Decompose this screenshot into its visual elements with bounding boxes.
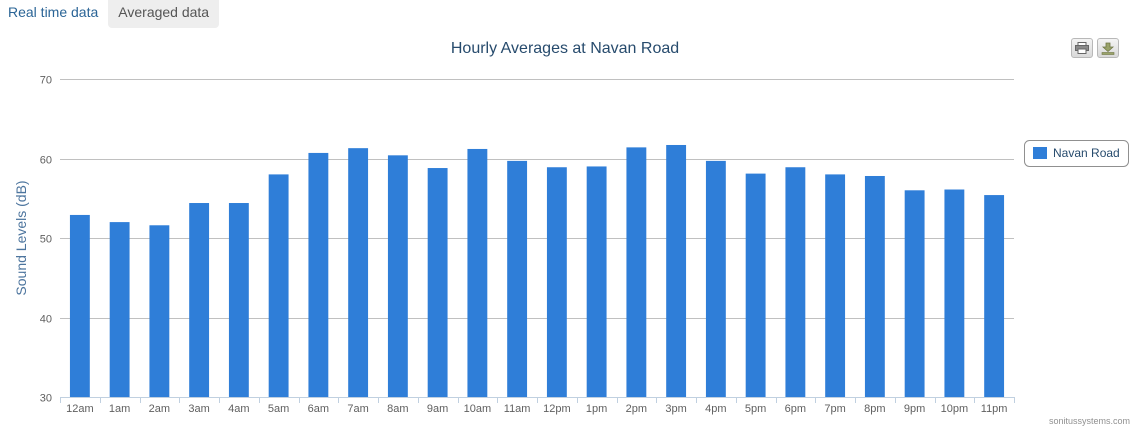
x-tick-label: 5pm (745, 403, 766, 415)
y-axis-title: Sound Levels (dB) (13, 180, 29, 295)
bar-4pm (705, 160, 726, 397)
bar-10am (467, 148, 488, 397)
y-tick-label: 50 (40, 234, 52, 246)
chart-title: Hourly Averages at Navan Road (451, 40, 679, 57)
x-tick-label: 11am (504, 403, 531, 415)
legend-swatch (1033, 147, 1047, 159)
bar-5pm (745, 173, 766, 397)
x-tick-label: 3pm (665, 403, 686, 415)
bar-1pm (586, 166, 607, 397)
print-chart-button[interactable] (1071, 38, 1093, 58)
x-tick-label: 10am (464, 403, 492, 415)
bar-6pm (785, 167, 806, 397)
x-tick-label: 1pm (586, 403, 607, 415)
tab-bar: Real time data Averaged data (0, 0, 220, 28)
bar-9am (427, 168, 448, 397)
bar-3am (189, 203, 210, 397)
download-chart-button[interactable] (1097, 38, 1119, 58)
y-tick-label: 60 (40, 155, 52, 167)
x-tick-label: 2am (149, 403, 170, 415)
bar-10pm (944, 189, 965, 397)
x-tick-label: 3am (188, 403, 209, 415)
x-tick-label: 6am (308, 403, 329, 415)
download-icon (1101, 42, 1115, 55)
legend-item-navan-road[interactable]: Navan Road (1053, 146, 1120, 160)
bar-11pm (984, 195, 1005, 397)
bar-2pm (626, 147, 647, 397)
y-tick-label: 30 (40, 393, 52, 405)
x-tick-label: 7am (347, 403, 368, 415)
x-tick-label: 2pm (626, 403, 647, 415)
tab-averaged-data[interactable]: Averaged data (108, 0, 220, 28)
bar-2am (149, 225, 170, 397)
printer-icon (1075, 42, 1089, 54)
x-tick-label: 6pm (785, 403, 806, 415)
bar-8pm (864, 175, 885, 397)
credits-link[interactable]: sonitussystems.com (1048, 416, 1130, 426)
x-tick-label: 1am (109, 403, 130, 415)
bar-12am (69, 214, 90, 397)
bar-7pm (825, 174, 846, 397)
bar-3pm (666, 144, 687, 397)
x-tick-label: 12pm (543, 403, 571, 415)
bar-12pm (546, 167, 567, 397)
x-tick-label: 4am (228, 403, 249, 415)
x-tick-label: 4pm (705, 403, 726, 415)
x-tick-label: 9pm (904, 403, 925, 415)
bar-1am (109, 222, 130, 397)
bar-7am (348, 148, 369, 397)
x-tick-label: 5am (268, 403, 289, 415)
x-tick-label: 11pm (981, 403, 1008, 415)
bar-4am (228, 203, 249, 397)
x-tick-label: 7pm (824, 403, 845, 415)
y-tick-label: 40 (40, 314, 52, 326)
x-tick-label: 12am (66, 403, 94, 415)
bar-9pm (904, 190, 925, 397)
x-tick-label: 9am (427, 403, 448, 415)
y-tick-label: 70 (40, 75, 52, 87)
legend (1024, 140, 1129, 167)
x-tick-label: 8pm (864, 403, 885, 415)
bar-6am (308, 152, 329, 397)
x-tick-label: 8am (387, 403, 408, 415)
bar-11am (507, 160, 528, 397)
bar-5am (268, 174, 289, 397)
x-tick-label: 10pm (941, 403, 969, 415)
tab-real-time-data[interactable]: Real time data (8, 4, 99, 20)
bar-8am (387, 155, 408, 397)
